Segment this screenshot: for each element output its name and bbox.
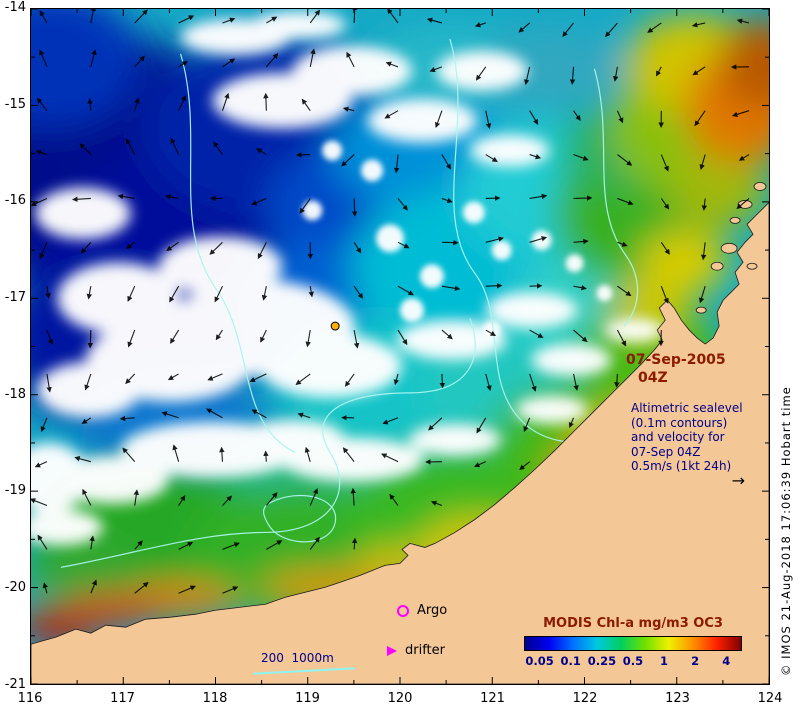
colorbar-labels: 0.05 0.1 0.25 0.5 1 2 4 [524, 654, 742, 668]
colorbar-tick-label: 1 [659, 654, 669, 668]
land-mass [31, 182, 769, 684]
map-canvas [31, 9, 769, 684]
altimetric-annotation: Altimetric sealevel (0.1m contours) and … [631, 401, 761, 488]
y-tick-label: -17 [4, 290, 26, 305]
drifter-label: drifter [405, 643, 445, 658]
x-tick-label: 124 [757, 691, 783, 706]
alti-line: (0.1m contours) [631, 415, 728, 430]
feature-dot [330, 321, 340, 331]
y-tick-label: -16 [4, 193, 26, 208]
colorbar-tick-label: 0.25 [587, 654, 617, 668]
colorbar-tick-label: 4 [722, 654, 731, 668]
y-tick-label: -19 [4, 483, 26, 498]
drifter-legend: drifter [387, 643, 445, 658]
x-tick-label: 123 [665, 691, 690, 706]
y-tick-label: -20 [4, 580, 26, 595]
time-line: 04Z [638, 370, 668, 386]
bathymetry-legend: 200 1000m [261, 651, 334, 665]
alti-line: 0.5m/s (1kt 24h) [631, 459, 732, 473]
colorbar-tick-label: 2 [691, 654, 700, 668]
x-tick-label: 120 [387, 691, 413, 706]
colorbar-tick-label: 0.05 [525, 654, 554, 668]
cloud-specks [302, 140, 613, 340]
colorbar-title: MODIS Chl-a mg/m3 OC3 [543, 616, 723, 631]
date-annotation: 07-Sep-2005 04Z [626, 351, 726, 387]
credit-text: © IMOS 21-Aug-2018 17:06:39 Hobart time [779, 386, 793, 676]
x-tick-label: 119 [295, 691, 320, 706]
x-tick-label: 121 [480, 691, 505, 706]
argo-label: Argo [417, 603, 448, 618]
alti-line: 07-Sep 04Z [631, 444, 701, 459]
y-tick-label: -21 [4, 677, 26, 692]
y-tick-label: -15 [4, 97, 26, 112]
x-tick-label: 118 [202, 691, 228, 706]
x-tick-label: 116 [17, 691, 43, 706]
date-line: 07-Sep-2005 [626, 352, 726, 368]
y-tick-label: -18 [4, 387, 26, 402]
colorbar-tick-label: 0.5 [622, 654, 644, 668]
y-tick-label: -14 [4, 0, 26, 15]
argo-legend: Argo [397, 603, 447, 618]
alti-line: and velocity for [631, 430, 725, 444]
colorbar-tick-label: 0.1 [560, 654, 581, 668]
alti-line: Altimetric sealevel [631, 401, 743, 415]
drifter-marker-icon [387, 645, 397, 656]
x-tick-label: 117 [110, 691, 135, 706]
map-plot: 07-Sep-2005 04Z Altimetric sealevel (0.1… [30, 8, 770, 685]
velocity-vectors [31, 9, 750, 594]
argo-marker-icon [397, 604, 409, 617]
x-tick-label: 122 [572, 691, 598, 706]
velocity-scale-arrow-icon: → [731, 470, 745, 490]
axis-ticks [31, 9, 769, 684]
colorbar-gradient [524, 636, 742, 651]
